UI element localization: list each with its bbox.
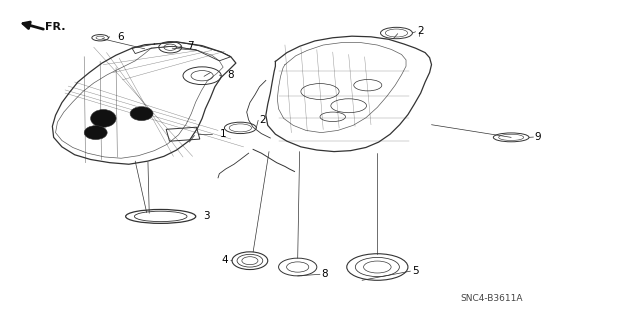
- Ellipse shape: [91, 109, 116, 127]
- Text: 8: 8: [321, 269, 328, 279]
- Text: 3: 3: [203, 211, 209, 221]
- Text: 1: 1: [220, 129, 226, 139]
- Bar: [166, 127, 200, 141]
- Text: 4: 4: [221, 255, 228, 265]
- Text: 2: 2: [259, 115, 266, 125]
- Ellipse shape: [130, 107, 153, 121]
- Ellipse shape: [84, 126, 107, 140]
- Text: 6: 6: [117, 32, 124, 42]
- Text: SNC4-B3611A: SNC4-B3611A: [460, 293, 523, 302]
- Text: FR.: FR.: [45, 22, 65, 32]
- Text: 9: 9: [535, 132, 541, 142]
- Text: 2: 2: [417, 26, 424, 36]
- Text: 8: 8: [227, 70, 234, 80]
- Text: 7: 7: [188, 41, 194, 51]
- Text: 5: 5: [412, 266, 419, 276]
